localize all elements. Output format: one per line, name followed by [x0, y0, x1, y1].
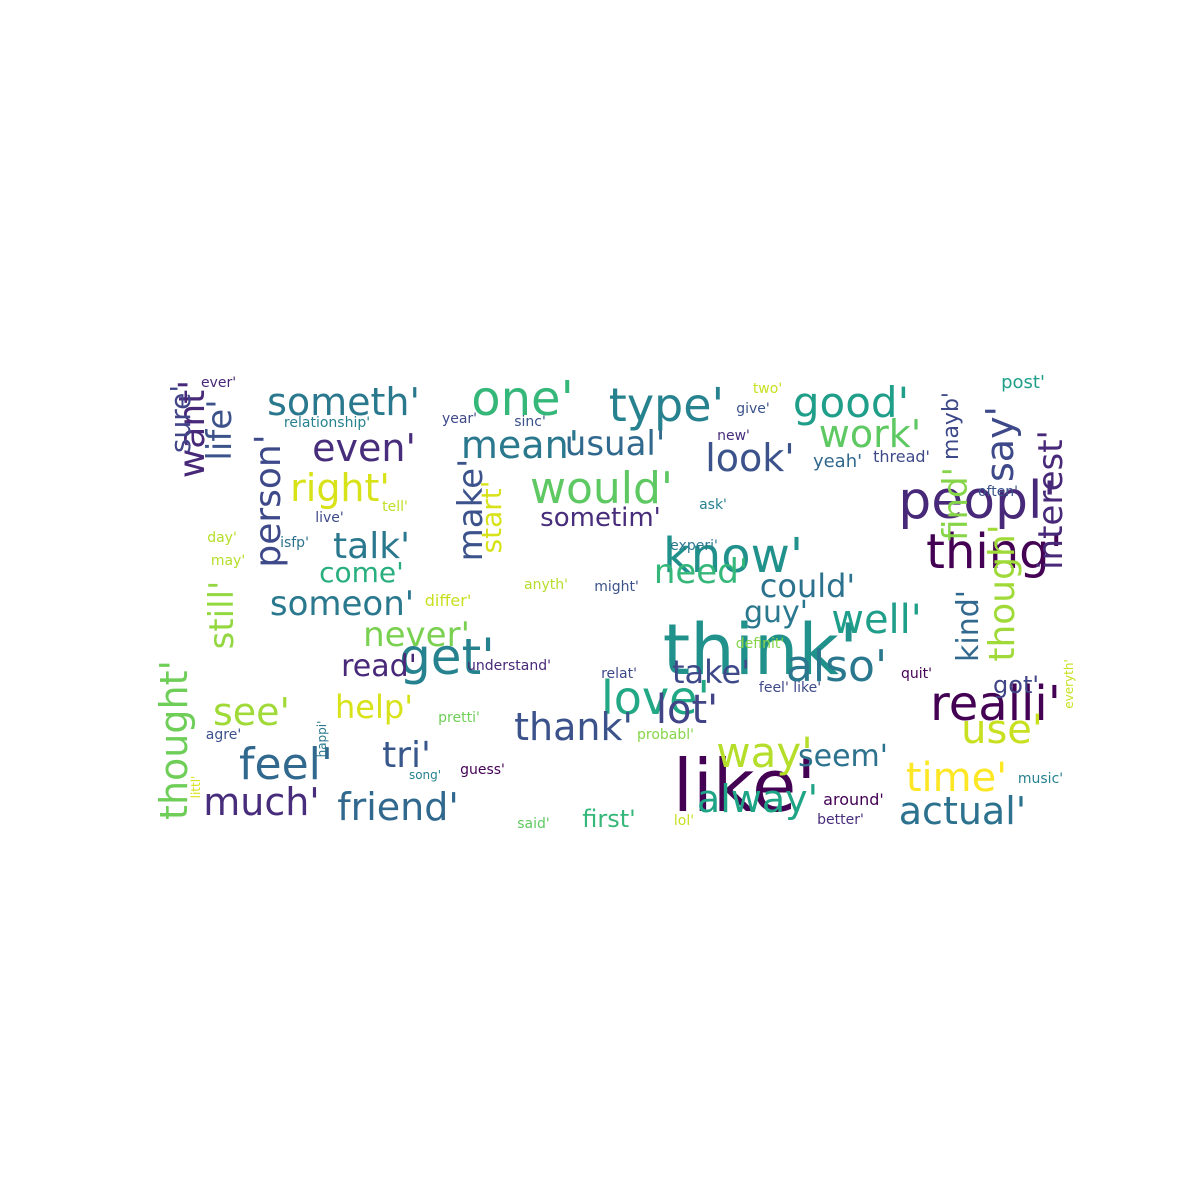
word-cloud-word: song': [408, 768, 442, 782]
word-cloud-word: pretti': [438, 710, 480, 726]
word-cloud-word: ever': [200, 375, 237, 391]
word-cloud-word: isfp': [280, 535, 309, 551]
word-cloud-word: relat': [601, 666, 637, 682]
word-cloud-word: well': [831, 597, 922, 643]
word-cloud-word: realli': [930, 676, 1061, 732]
word-cloud-word: alway': [696, 777, 819, 821]
word-cloud: think' like' peopl' know' thing' realli' one' t…: [152, 370, 1076, 835]
word-cloud-word: tri': [382, 735, 431, 776]
word-cloud-word: said': [517, 816, 550, 832]
word-cloud-word: seem': [797, 739, 889, 774]
word-cloud-word: lol': [673, 813, 695, 829]
word-cloud-word: need': [653, 552, 749, 592]
word-cloud-word: usual': [564, 424, 666, 464]
word-cloud-word: live': [315, 510, 344, 526]
word-cloud-word: read': [341, 649, 417, 684]
word-cloud-word: would': [529, 463, 674, 514]
word-cloud-word: post': [1001, 372, 1045, 393]
word-cloud-word: way': [716, 728, 813, 777]
word-cloud-word: littl': [189, 775, 203, 798]
word-cloud-word: may': [210, 553, 246, 569]
word-cloud-word: might': [594, 579, 639, 595]
word-cloud-word: good': [792, 378, 910, 427]
word-cloud-word: type': [608, 378, 725, 432]
word-cloud-word: much': [203, 780, 320, 824]
word-cloud-word: agre': [205, 727, 242, 743]
word-cloud-word: probabl': [637, 727, 694, 743]
word-cloud-word: mean': [460, 423, 580, 467]
word-cloud-word: come': [319, 556, 404, 589]
word-cloud-word: interest': [1031, 430, 1071, 570]
word-cloud-word: relationship': [283, 415, 371, 431]
word-cloud-word: start': [475, 480, 508, 553]
word-cloud-word: feel': [239, 739, 333, 790]
word-cloud-word: even': [312, 426, 416, 470]
word-cloud-word: someth': [267, 380, 420, 424]
word-cloud-word: yeah': [812, 451, 863, 472]
word-cloud-word: take': [671, 653, 751, 691]
word-cloud-word: first': [582, 805, 636, 833]
word-cloud-word: love': [600, 671, 711, 725]
word-cloud-word: kind': [951, 589, 986, 663]
word-cloud-word: happi': [315, 720, 329, 757]
word-cloud-word: one': [471, 371, 574, 427]
word-cloud-word: think': [662, 609, 859, 691]
word-cloud-word: see': [212, 690, 291, 734]
word-cloud-word: find': [936, 467, 976, 541]
word-cloud-word: tell': [382, 499, 408, 515]
word-cloud-word: anyth': [524, 577, 568, 593]
word-cloud-word: say': [978, 405, 1022, 483]
word-cloud-word: look': [705, 436, 795, 480]
word-cloud-word: around': [823, 790, 884, 809]
word-cloud-word: though': [982, 523, 1023, 662]
word-cloud-word: ask': [699, 497, 727, 513]
word-cloud-word: experi': [670, 538, 718, 554]
word-cloud-word: definit': [735, 636, 785, 652]
word-cloud-word: life': [200, 398, 240, 461]
word-cloud-word: year': [441, 411, 478, 427]
word-cloud-word: help': [335, 688, 413, 726]
word-cloud-word: right': [290, 466, 390, 510]
word-cloud-word: quit': [901, 666, 932, 682]
word-cloud-word: get': [399, 628, 495, 686]
word-cloud-word: someon': [269, 584, 415, 624]
word-cloud-word: two': [752, 381, 783, 397]
word-cloud-word: guess': [460, 762, 505, 778]
word-cloud-word: music': [1017, 771, 1064, 787]
word-cloud-word: know': [662, 528, 804, 584]
word-cloud-word: thank': [514, 705, 633, 749]
word-cloud-word: sinc': [514, 414, 546, 430]
word-cloud-word: understand': [467, 658, 551, 674]
word-cloud-word: could': [759, 567, 856, 605]
word-cloud-word: work': [818, 412, 922, 456]
word-cloud-word: use': [961, 707, 1043, 753]
word-cloud-word: everyth': [1062, 659, 1076, 709]
word-cloud-word: never': [363, 615, 470, 655]
word-cloud-word: thought': [152, 660, 196, 820]
word-cloud-word: also': [785, 641, 888, 692]
word-cloud-word: better': [817, 812, 864, 828]
word-cloud-word: time': [905, 755, 1008, 801]
word-cloud-word: thing': [926, 524, 1063, 580]
word-cloud-word: day': [207, 530, 237, 546]
word-cloud-word: differ': [424, 591, 472, 610]
word-cloud-word: thread': [873, 447, 930, 466]
word-cloud-word: talk': [333, 526, 410, 567]
word-cloud-word: sometim': [540, 503, 661, 533]
word-cloud-word: guy': [743, 595, 809, 630]
word-cloud-word: actual': [898, 789, 1027, 833]
word-cloud-word: still': [202, 580, 242, 649]
word-cloud-word: lot': [655, 687, 719, 733]
word-cloud-word: like': [672, 744, 817, 828]
word-cloud-word: often': [977, 484, 1019, 500]
word-cloud-word: friend': [337, 785, 459, 829]
word-cloud-word: feel' like': [758, 680, 822, 696]
word-cloud-word: mayb': [939, 392, 964, 460]
word-cloud-word: got': [993, 671, 1039, 699]
word-cloud-word: sure': [164, 384, 197, 454]
word-cloud-word: give': [736, 401, 770, 417]
word-cloud-word: peopl': [898, 471, 1057, 531]
word-cloud-word: new': [717, 428, 750, 444]
